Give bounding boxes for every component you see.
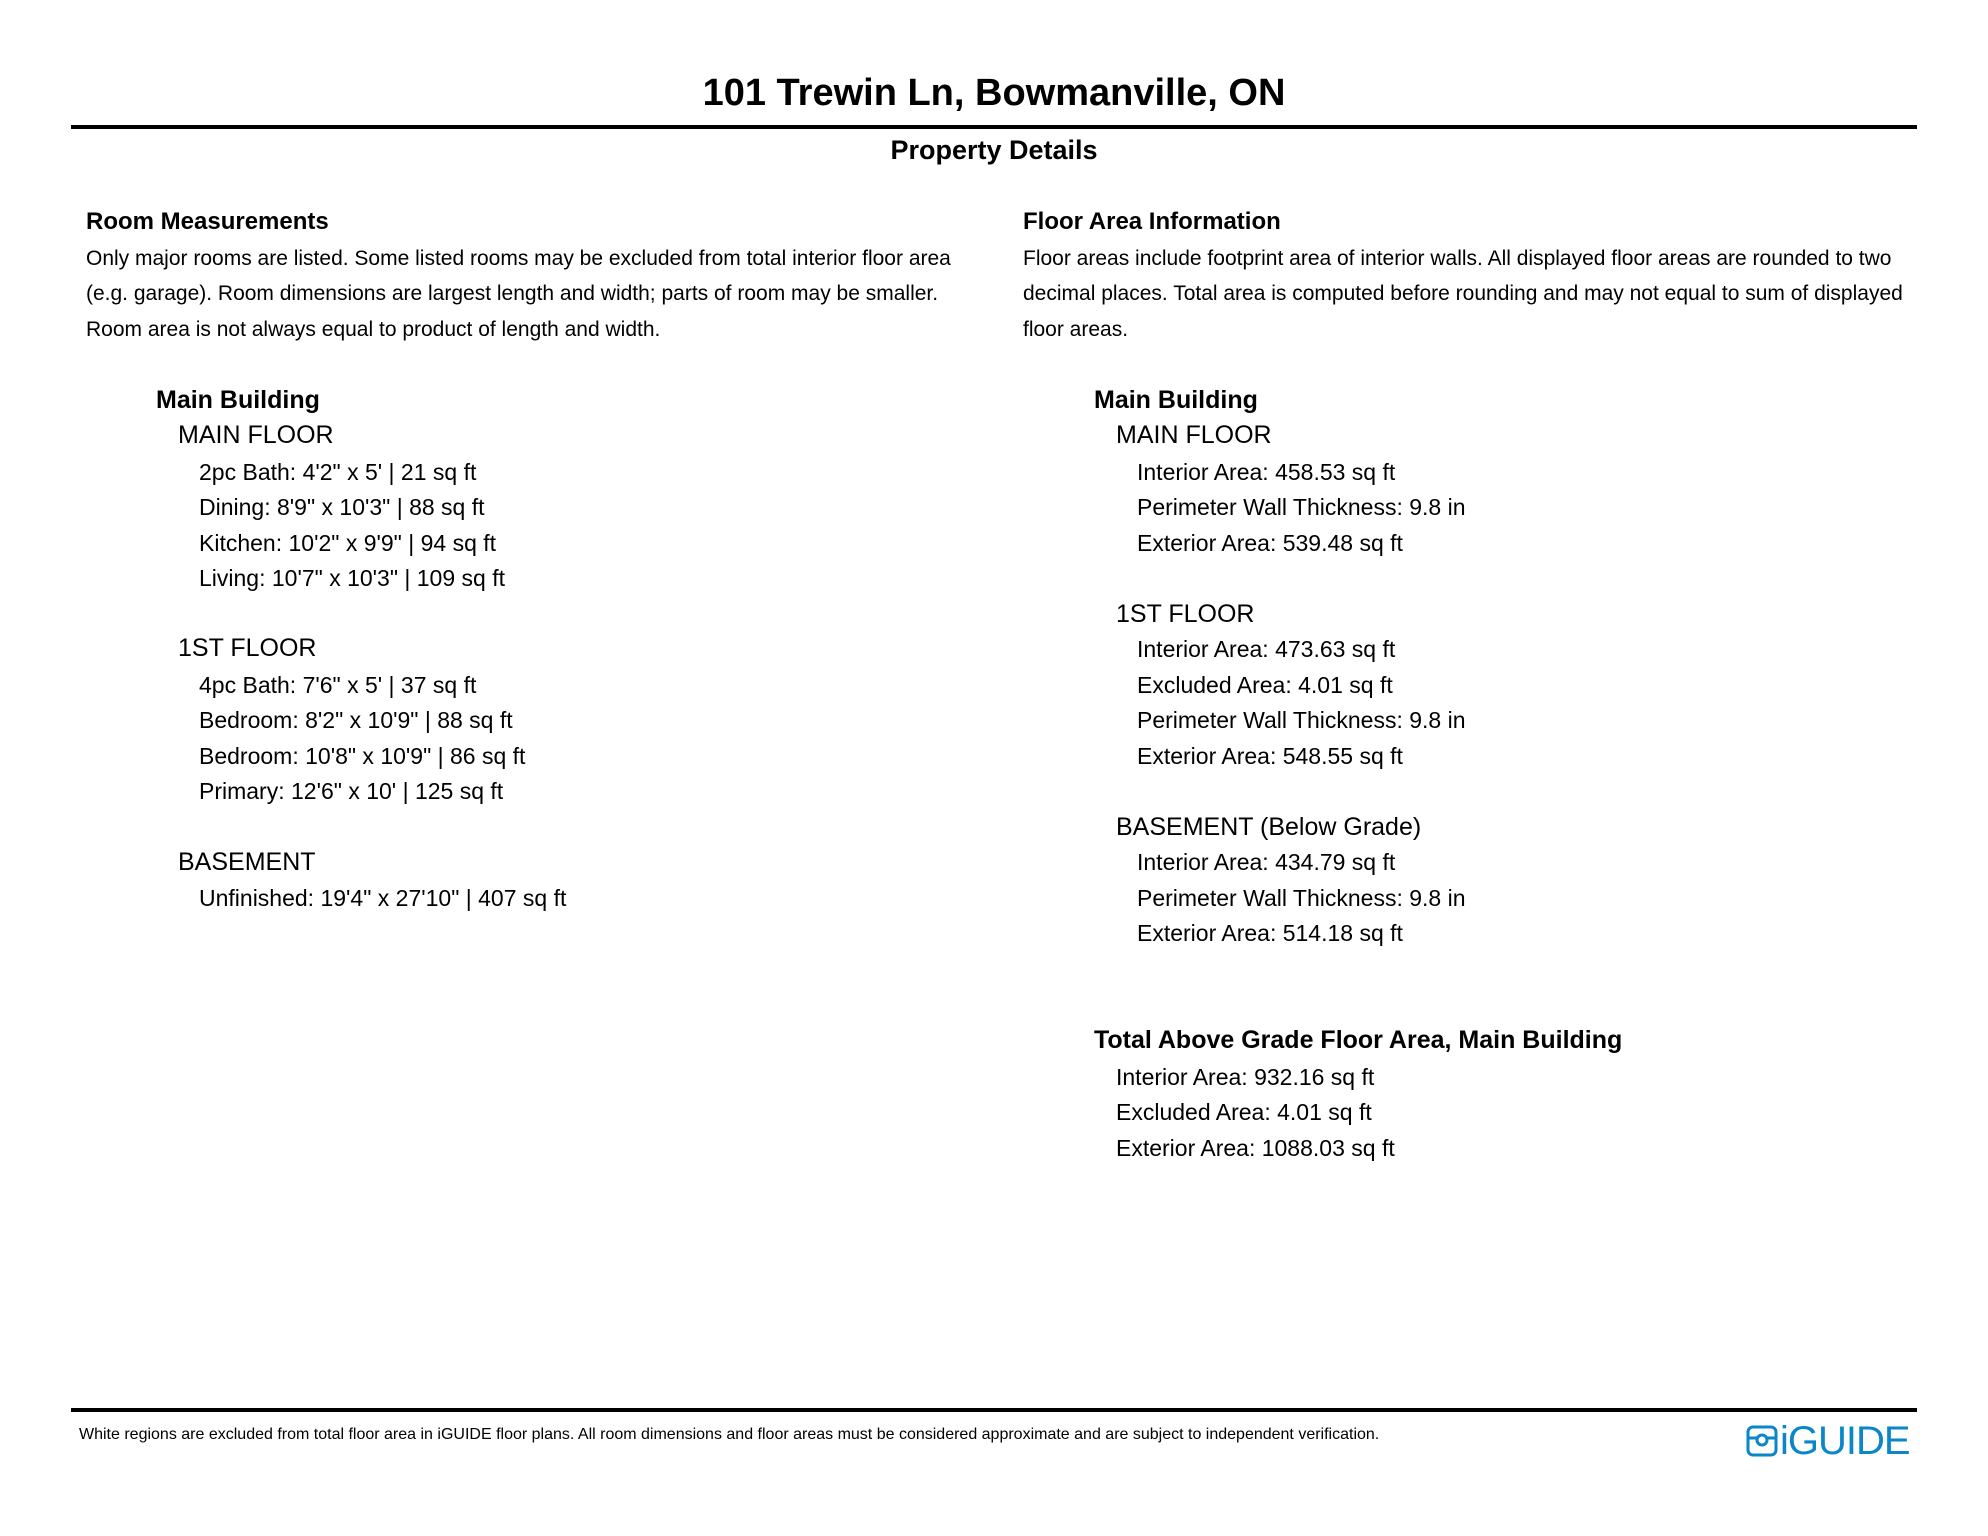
footer-disclaimer: White regions are excluded from total fl… bbox=[79, 1426, 1380, 1443]
area-building-heading: Main Building bbox=[1094, 386, 1258, 414]
area-item: Interior Area: 458.53 sq ft bbox=[1137, 459, 1396, 485]
room-item: Dining: 8'9" x 10'3" | 88 sq ft bbox=[199, 494, 485, 520]
total-area-item: Exterior Area: 1088.03 sq ft bbox=[1116, 1135, 1395, 1161]
total-area-item: Interior Area: 932.16 sq ft bbox=[1116, 1064, 1375, 1090]
area-item: Excluded Area: 4.01 sq ft bbox=[1137, 672, 1393, 698]
rooms-floor-heading: BASEMENT bbox=[178, 848, 316, 876]
area-item: Interior Area: 434.79 sq ft bbox=[1137, 849, 1396, 875]
total-area-heading: Total Above Grade Floor Area, Main Build… bbox=[1094, 1026, 1623, 1054]
room-item: Primary: 12'6" x 10' | 125 sq ft bbox=[199, 778, 504, 804]
rooms-building-heading: Main Building bbox=[156, 386, 320, 414]
room-item: Kitchen: 10'2" x 9'9" | 94 sq ft bbox=[199, 530, 497, 556]
room-item: Unfinished: 19'4" x 27'10" | 407 sq ft bbox=[199, 885, 567, 911]
room-description-line: Room area is not always equal to product… bbox=[86, 318, 661, 341]
area-item: Perimeter Wall Thickness: 9.8 in bbox=[1137, 885, 1466, 911]
area-item: Exterior Area: 514.18 sq ft bbox=[1137, 920, 1403, 946]
header-divider bbox=[71, 125, 1917, 129]
room-description-line: Only major rooms are listed. Some listed… bbox=[86, 247, 951, 270]
iguide-logo: iGUIDE bbox=[1746, 1419, 1911, 1463]
room-item: Bedroom: 10'8" x 10'9" | 86 sq ft bbox=[199, 743, 526, 769]
area-item: Exterior Area: 539.48 sq ft bbox=[1137, 530, 1403, 556]
area-floor-heading: 1ST FLOOR bbox=[1116, 600, 1255, 628]
footer-divider bbox=[71, 1408, 1917, 1412]
iguide-camera-icon bbox=[1746, 1425, 1778, 1457]
floor-area-description-line: floor areas. bbox=[1023, 318, 1129, 341]
area-item: Perimeter Wall Thickness: 9.8 in bbox=[1137, 494, 1466, 520]
area-item: Perimeter Wall Thickness: 9.8 in bbox=[1137, 707, 1466, 733]
room-measurements-heading: Room Measurements bbox=[86, 208, 329, 235]
floor-area-description-line: decimal places. Total area is computed b… bbox=[1023, 282, 1903, 305]
page-subtitle: Property Details bbox=[890, 135, 1098, 165]
iguide-logo-text: iGUIDE bbox=[1780, 1419, 1911, 1463]
room-item: Bedroom: 8'2" x 10'9" | 88 sq ft bbox=[199, 707, 513, 733]
room-item: 4pc Bath: 7'6" x 5' | 37 sq ft bbox=[199, 672, 477, 698]
rooms-floor-heading: 1ST FLOOR bbox=[178, 634, 317, 662]
area-floor-heading: BASEMENT (Below Grade) bbox=[1116, 813, 1422, 841]
rooms-floor-heading: MAIN FLOOR bbox=[178, 421, 334, 449]
area-floor-heading: MAIN FLOOR bbox=[1116, 421, 1272, 449]
room-item: 2pc Bath: 4'2" x 5' | 21 sq ft bbox=[199, 459, 477, 485]
room-description-line: (e.g. garage). Room dimensions are large… bbox=[86, 282, 939, 305]
area-item: Exterior Area: 548.55 sq ft bbox=[1137, 743, 1403, 769]
total-area-item: Excluded Area: 4.01 sq ft bbox=[1116, 1099, 1372, 1125]
floor-area-heading: Floor Area Information bbox=[1023, 208, 1281, 235]
page-title: 101 Trewin Ln, Bowmanville, ON bbox=[702, 72, 1286, 114]
area-item: Interior Area: 473.63 sq ft bbox=[1137, 636, 1396, 662]
floor-area-description-line: Floor areas include footprint area of in… bbox=[1023, 247, 1892, 270]
room-item: Living: 10'7" x 10'3" | 109 sq ft bbox=[199, 565, 505, 591]
